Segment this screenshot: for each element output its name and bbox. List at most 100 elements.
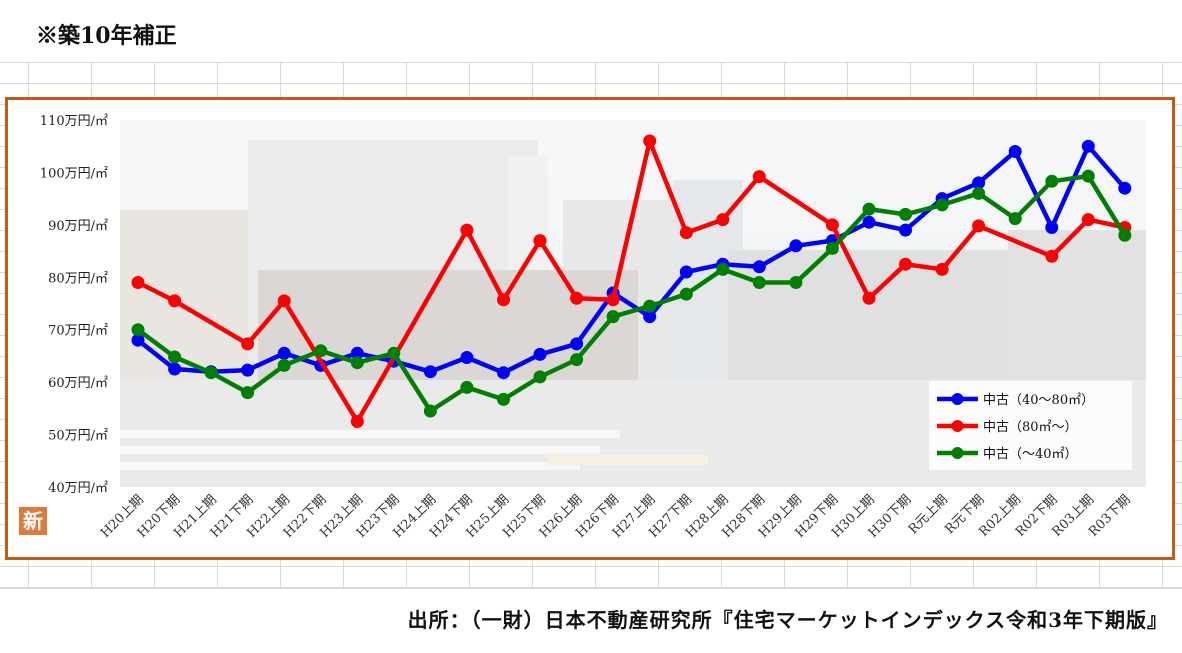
chart-svg: 40万円/㎡ 50万円/㎡ 60万円/㎡ 70万円/㎡ 80万円/㎡ 90万円/㎡ 100万… [19, 114, 1146, 541]
x-tick-label: R元上期 [906, 492, 951, 537]
data-point [131, 276, 145, 289]
data-point [752, 170, 766, 184]
data-point [899, 207, 912, 221]
data-point [460, 351, 474, 364]
x-axis: H20上期H20下期H21上期H21下期H22上期H22下期H23上期H23下期… [98, 492, 1134, 541]
data-point [935, 198, 949, 212]
y-tick-label: 70万円/㎡ [48, 324, 108, 339]
legend-label: 中古（80㎡～） [983, 420, 1078, 435]
data-point [716, 262, 730, 276]
data-point [277, 346, 291, 360]
data-point [862, 215, 876, 229]
series-layer [131, 134, 1132, 428]
data-point [168, 362, 182, 376]
data-point [131, 333, 145, 347]
note-text: ※築10年補正 [36, 23, 177, 49]
data-point [679, 287, 693, 301]
data-point [350, 356, 364, 370]
y-axis: 40万円/㎡ 50万円/㎡ 60万円/㎡ 70万円/㎡ 80万円/㎡ 90万円/㎡ 100万… [40, 114, 108, 496]
footer-area [0, 588, 1182, 653]
data-point [314, 344, 328, 358]
data-point [241, 386, 255, 400]
series-line [136, 173, 1127, 414]
logo: 新 [19, 507, 47, 535]
data-point [277, 294, 291, 308]
data-point [1008, 145, 1022, 158]
data-point [204, 366, 218, 380]
data-point [168, 350, 182, 364]
data-point [1118, 181, 1132, 195]
data-point [497, 293, 510, 307]
data-point [825, 218, 839, 232]
y-tick-label: 90万円/㎡ [48, 219, 108, 234]
data-point [423, 404, 437, 418]
data-point [606, 310, 620, 324]
data-point [497, 392, 510, 406]
data-point [679, 265, 693, 279]
data-point [899, 257, 912, 271]
data-point [350, 415, 364, 428]
data-point [862, 291, 876, 305]
data-point [752, 260, 766, 274]
series-2 [131, 134, 1132, 428]
data-point [1045, 249, 1059, 263]
data-point [972, 186, 986, 200]
data-point [606, 293, 620, 307]
data-point [277, 358, 291, 372]
data-point [972, 176, 986, 190]
y-tick-label: 40万円/㎡ [48, 481, 108, 496]
data-point [387, 346, 401, 360]
legend-label: 中古（40～80㎡） [983, 393, 1094, 408]
data-point [570, 353, 584, 367]
series-line [136, 138, 1126, 424]
data-point [460, 380, 474, 394]
legend: 中古（40～80㎡） 中古（80㎡～） 中古（～40㎡） [929, 381, 1132, 470]
y-tick-label: 80万円/㎡ [48, 271, 108, 286]
data-point [570, 291, 584, 305]
chart-frame[interactable]: 40万円/㎡ 50万円/㎡ 60万円/㎡ 70万円/㎡ 80万円/㎡ 90万円/㎡ 100万… [5, 97, 1175, 560]
data-point [643, 310, 657, 324]
data-point [1045, 174, 1059, 188]
header-area [0, 0, 1182, 63]
y-tick-label: 100万円/㎡ [40, 166, 108, 181]
y-tick-label: 110万円/㎡ [40, 114, 108, 129]
data-point [533, 234, 547, 248]
data-point [533, 370, 547, 384]
series-3 [131, 169, 1132, 418]
y-tick-label: 60万円/㎡ [48, 376, 108, 391]
data-point [643, 299, 657, 313]
data-point [899, 223, 912, 237]
data-point [423, 365, 437, 379]
data-point [825, 241, 839, 255]
data-point [1081, 139, 1095, 153]
legend-swatch-marker [951, 393, 964, 405]
data-point [1045, 221, 1059, 234]
svg-text:新: 新 [23, 509, 43, 533]
data-point [1081, 169, 1095, 183]
y-tick-label: 50万円/㎡ [48, 429, 108, 444]
data-point [1081, 213, 1095, 227]
data-point [716, 213, 730, 227]
data-point [1008, 212, 1022, 226]
legend-swatch-marker [951, 420, 964, 432]
data-point [789, 239, 803, 253]
legend-swatch-marker [951, 447, 964, 459]
data-point [935, 262, 949, 276]
data-point [643, 134, 657, 148]
data-point [1118, 228, 1132, 242]
data-point [241, 363, 255, 377]
data-point [789, 276, 803, 289]
data-point [350, 346, 364, 360]
source-text: 出所：（一財）日本不動産研究所『住宅マーケットインデックス令和3年下期版』 [407, 608, 1168, 632]
data-point [168, 294, 182, 308]
data-point [131, 323, 145, 337]
data-point [570, 337, 584, 351]
legend-label: 中古（～40㎡） [983, 447, 1078, 462]
data-point [241, 337, 255, 351]
data-point [679, 226, 693, 240]
data-point [497, 366, 510, 380]
data-point [972, 219, 986, 233]
data-point [533, 347, 547, 361]
data-point [460, 223, 474, 237]
data-point [752, 276, 766, 289]
